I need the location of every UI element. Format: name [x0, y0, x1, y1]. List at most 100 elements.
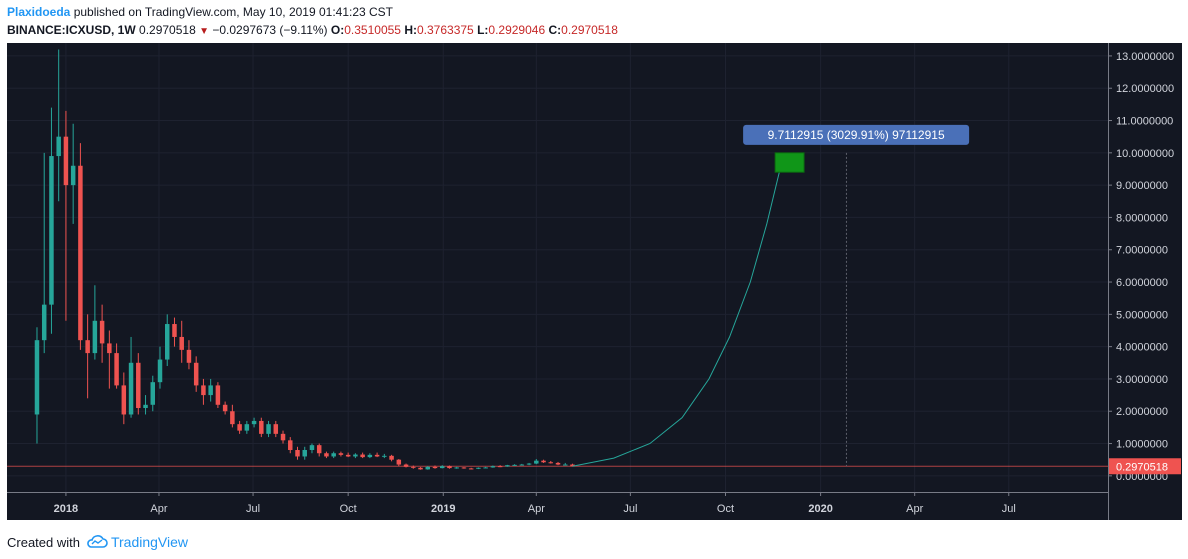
candle-up	[476, 467, 481, 469]
candle-down	[179, 336, 184, 350]
price-tick-label: 4.0000000	[1116, 342, 1168, 354]
candle-down	[316, 445, 322, 454]
candle-up	[41, 304, 47, 341]
candle-up	[164, 324, 170, 360]
candle-down	[280, 433, 286, 441]
candle-down	[374, 454, 380, 457]
candle-down	[447, 466, 452, 469]
candle-down	[78, 165, 83, 341]
candle-up	[150, 382, 156, 405]
candle-up	[563, 464, 568, 466]
candle-up	[512, 464, 517, 466]
price-tick-label: 10.0000000	[1116, 148, 1174, 160]
price-tick-label: 12.0000000	[1116, 83, 1174, 95]
time-tick-label: 2020	[808, 503, 832, 515]
candle-down	[99, 320, 105, 344]
candle-up	[70, 165, 76, 186]
candle-up	[367, 454, 373, 458]
candle-up	[526, 463, 532, 465]
candle-down	[403, 464, 409, 467]
low-label: L:	[477, 23, 489, 37]
candle-up	[128, 362, 134, 415]
candle-up	[382, 455, 387, 457]
candle-down	[186, 349, 192, 363]
candle-down	[193, 362, 199, 386]
candle-down	[541, 460, 546, 463]
ohlc-legend: BINANCE:ICXUSD, 1W 0.2970518 ▼ −0.029767…	[7, 23, 618, 37]
candle-down	[273, 424, 279, 434]
candle-down	[555, 462, 561, 465]
price-tick-label: 6.0000000	[1116, 277, 1168, 289]
candle-up	[244, 424, 250, 431]
chart-area[interactable]: 0.0000000 1.0000000 2.0000000 3.0000000 4.00…	[7, 43, 1182, 520]
candle-up	[143, 404, 148, 409]
published-text: published on TradingView.com, May 10, 20…	[73, 5, 394, 19]
candle-down	[259, 420, 264, 434]
candle-down	[570, 464, 575, 467]
candle-up	[49, 156, 54, 305]
candle-up	[251, 420, 257, 425]
time-tick-label: Oct	[340, 503, 357, 515]
author-link[interactable]: Plaxidoeda	[7, 5, 71, 19]
candle-down	[237, 424, 242, 431]
candle-down	[107, 343, 112, 354]
candle-up	[425, 466, 431, 470]
candle-down	[468, 468, 474, 470]
measure-label-box	[743, 124, 970, 145]
candle-up	[534, 460, 539, 464]
price-tick-label: 13.0000000	[1116, 51, 1174, 63]
candle-down	[338, 453, 344, 455]
candle-up	[490, 466, 496, 468]
candlestick-chart[interactable]: 0.00000001.00000002.00000003.00000004.00…	[7, 43, 1182, 520]
tradingview-brand-link[interactable]: TradingView	[110, 534, 189, 550]
candle-up	[331, 453, 336, 457]
candle-up	[519, 464, 525, 466]
price-change: −0.0297673 (−9.11%)	[212, 23, 328, 37]
open-label: O:	[330, 23, 345, 37]
time-tick-label: Apr	[150, 503, 167, 515]
candle-down	[121, 385, 127, 415]
footer: Created with TradingView	[7, 534, 188, 550]
time-tick-label: Jul	[623, 503, 637, 515]
candle-down	[201, 385, 206, 396]
price-tick-label: 9.0000000	[1116, 180, 1168, 192]
time-tick-label: Apr	[528, 503, 545, 515]
tradingview-cloud-icon[interactable]	[86, 535, 108, 549]
candle-down	[215, 385, 221, 405]
candle-down	[461, 467, 467, 469]
time-tick-label: Jul	[246, 503, 260, 515]
close-label: C:	[548, 23, 562, 37]
time-tick-label: 2019	[431, 503, 455, 515]
low-value: 0.2929046	[488, 23, 546, 37]
close-value: 0.2970518	[561, 23, 618, 37]
candle-up	[353, 454, 358, 457]
price-tick-label: 8.0000000	[1116, 212, 1168, 224]
candle-up	[208, 385, 213, 396]
created-with-text: Created with	[7, 534, 80, 550]
time-tick-label: 2018	[54, 503, 78, 515]
price-tick-label: 11.0000000	[1116, 116, 1173, 128]
candle-down	[360, 454, 365, 458]
candle-up	[266, 424, 271, 434]
candle-down	[389, 455, 394, 460]
candle-down	[114, 353, 119, 386]
candle-down	[345, 454, 351, 457]
candle-up	[157, 359, 163, 383]
candle-down	[497, 466, 503, 468]
price-tick-label: 5.0000000	[1116, 309, 1168, 321]
candle-down	[172, 324, 177, 337]
measure-label-text: 9.7112915 (3029.91%) 97112915	[768, 128, 945, 142]
open-value: 0.3510055	[344, 23, 401, 37]
candle-up	[34, 340, 40, 415]
candle-down	[324, 453, 329, 457]
candle-down	[222, 404, 228, 412]
candle-up	[483, 467, 488, 469]
candle-up	[439, 466, 445, 469]
candle-down	[136, 362, 141, 409]
symbol-label: BINANCE:ICXUSD, 1W	[7, 23, 136, 37]
price-tick-label: 2.0000000	[1116, 406, 1168, 418]
candle-down	[418, 467, 423, 470]
last-price: 0.2970518	[139, 23, 196, 37]
candle-down	[295, 450, 300, 457]
candle-up	[302, 450, 307, 457]
